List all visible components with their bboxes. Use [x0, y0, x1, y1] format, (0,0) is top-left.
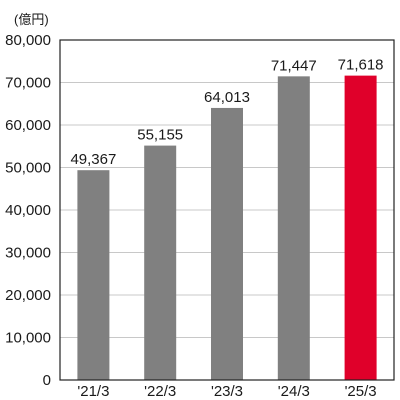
- bar: [77, 170, 110, 380]
- bar-value-label: 71,447: [271, 57, 317, 74]
- y-tick-label: 30,000: [5, 245, 51, 262]
- y-tick-label: 40,000: [5, 202, 51, 219]
- bar: [211, 107, 243, 380]
- x-tick-labels: '21/3 '22/3 '23/3 '24/3 '25/3: [77, 383, 376, 400]
- bar-value-label: 55,155: [137, 127, 183, 144]
- bar-value-label: 71,618: [338, 57, 384, 74]
- y-tick-label: 70,000: [5, 75, 51, 92]
- bars: [77, 75, 377, 380]
- bar-value-label: 49,367: [70, 151, 116, 168]
- y-tick-label: 0: [43, 372, 51, 389]
- x-tick-label: '24/3: [278, 383, 310, 400]
- data-labels: 49,367 55,155 64,013 71,447 71,618: [70, 57, 383, 169]
- x-tick-label: '25/3: [345, 383, 377, 400]
- x-tick-label: '21/3: [77, 383, 109, 400]
- y-tick-label: 80,000: [5, 32, 51, 49]
- bar: [277, 76, 310, 380]
- bar: [344, 75, 377, 380]
- x-tick-label: '22/3: [144, 383, 176, 400]
- unit-label: (億円): [14, 12, 49, 27]
- x-tick-label: '23/3: [211, 383, 243, 400]
- y-tick-label: 20,000: [5, 287, 51, 304]
- bar: [144, 145, 177, 380]
- y-tick-labels: 0 10,000 20,000 30,000 40,000 50,000 60,000 70,…: [5, 32, 51, 389]
- y-tick-label: 50,000: [5, 160, 51, 177]
- y-tick-label: 60,000: [5, 117, 51, 134]
- plot-frame: [59, 39, 395, 381]
- axes: [59, 39, 395, 381]
- bar-value-label: 64,013: [204, 89, 250, 106]
- y-tick-label: 10,000: [5, 330, 51, 347]
